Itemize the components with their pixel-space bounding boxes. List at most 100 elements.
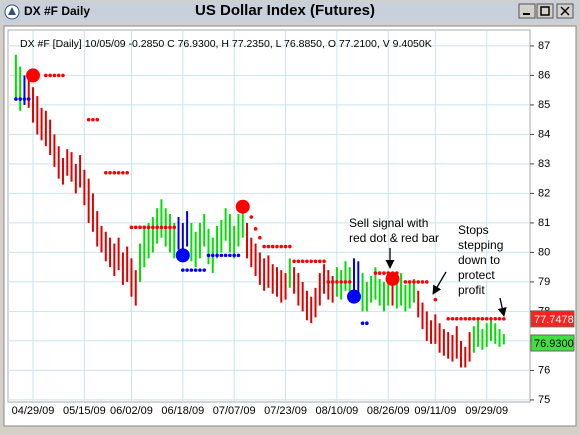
- stop-dot: [279, 244, 284, 249]
- signal-dot: [26, 68, 41, 83]
- stop-dot: [313, 259, 318, 264]
- stop-dot: [219, 253, 224, 258]
- window-buttons: [518, 3, 574, 19]
- stop-dot: [223, 253, 228, 258]
- title-bar: [1, 1, 579, 23]
- stop-dot: [420, 280, 425, 284]
- y-tick-label: 83: [538, 158, 550, 170]
- stop-dot: [215, 253, 219, 258]
- stop-dot: [86, 117, 91, 122]
- x-tick-label: 07/07/09: [213, 405, 256, 417]
- stop-dot: [14, 97, 18, 101]
- stop-dot: [112, 170, 117, 175]
- stop-dot: [416, 280, 421, 284]
- stop-dot: [249, 215, 254, 219]
- x-tick-label: 06/02/09: [110, 405, 153, 417]
- stop-dot: [472, 317, 476, 321]
- stop-dot: [446, 317, 450, 321]
- stop-dot: [283, 244, 288, 249]
- stop-dot: [125, 170, 129, 175]
- app-icon-glyph: [8, 7, 16, 15]
- stop-dot: [138, 225, 142, 230]
- stop-dot: [146, 225, 151, 230]
- y-tick-label: 81: [538, 217, 550, 229]
- stop-dot: [489, 317, 493, 321]
- stop-dot: [484, 317, 489, 321]
- stop-dot: [155, 225, 159, 230]
- y-tick-label: 76: [538, 364, 550, 376]
- x-tick-label: 08/26/09: [367, 405, 410, 417]
- y-tick-label: 85: [538, 99, 550, 111]
- price-tag-label: 76.9300: [534, 338, 574, 350]
- stop-dot: [236, 253, 241, 258]
- stop-dot: [322, 259, 326, 264]
- annotation: Sell signal with: [349, 216, 428, 230]
- arrow: [432, 271, 447, 295]
- maximize-glyph: [540, 6, 550, 16]
- stop-dot: [450, 317, 455, 321]
- stop-dot: [502, 317, 506, 321]
- annotation: protect: [458, 268, 495, 282]
- stop-dot: [317, 259, 322, 264]
- stop-dot: [189, 268, 194, 272]
- stop-dot: [198, 268, 202, 272]
- y-tick-label: 86: [538, 69, 550, 81]
- signal-dot: [347, 289, 362, 304]
- close-glyph: [560, 6, 570, 16]
- stop-dot: [412, 280, 416, 284]
- window-title: DX #F Daily: [24, 4, 90, 18]
- stop-dot: [480, 317, 485, 321]
- price-tag-label: 77.7478: [534, 314, 574, 326]
- x-tick-label: 07/23/09: [264, 405, 307, 417]
- stop-dot: [347, 280, 352, 284]
- x-tick-label: 09/11/09: [414, 405, 456, 417]
- stop-dot: [121, 170, 125, 175]
- stop-dot: [26, 97, 31, 101]
- y-tick-label: 75: [538, 394, 550, 406]
- stop-dot: [326, 280, 331, 284]
- stop-dot: [266, 244, 271, 249]
- signal-dot: [235, 199, 250, 214]
- stop-dot: [467, 317, 472, 321]
- annotation: red dot & red bar: [349, 231, 439, 245]
- stop-dot: [168, 225, 172, 230]
- stop-dot: [142, 225, 147, 230]
- stop-dot: [305, 259, 309, 264]
- minimize-button[interactable]: [518, 3, 536, 19]
- stop-dot: [61, 73, 65, 78]
- plot-layer: [14, 54, 506, 368]
- x-tick-label: 06/18/09: [161, 405, 204, 417]
- y-tick-label: 82: [538, 187, 550, 199]
- signal-dot: [385, 271, 400, 286]
- stop-dot: [52, 73, 57, 78]
- stop-dot: [373, 271, 378, 275]
- stop-dot: [382, 271, 386, 275]
- stop-dot: [270, 244, 275, 249]
- stop-dot: [202, 268, 207, 272]
- stop-dot: [44, 73, 48, 78]
- chart-title: US Dollar Index (Futures): [195, 2, 375, 19]
- stop-dot: [159, 225, 164, 230]
- stop-dot: [497, 317, 502, 321]
- stop-dot: [343, 280, 348, 284]
- arrow: [497, 297, 507, 317]
- stop-dot: [296, 259, 301, 264]
- stop-dot: [476, 317, 480, 321]
- stop-dot: [262, 244, 266, 249]
- stop-dot: [228, 253, 232, 258]
- y-tick-label: 79: [538, 276, 550, 288]
- stop-dot: [103, 170, 108, 175]
- maximize-button[interactable]: [536, 3, 554, 19]
- stop-dot: [335, 280, 339, 284]
- stop-dot: [339, 280, 343, 284]
- annotation: Stops: [458, 223, 489, 237]
- stop-dot: [300, 259, 305, 264]
- annotation-arrows: [385, 248, 507, 317]
- stop-dot: [133, 225, 138, 230]
- stop-dot: [275, 244, 279, 249]
- price-tag: [530, 334, 575, 352]
- stop-dot: [18, 97, 22, 101]
- x-tick-label: 05/15/09: [63, 405, 106, 417]
- stop-dot: [459, 317, 463, 321]
